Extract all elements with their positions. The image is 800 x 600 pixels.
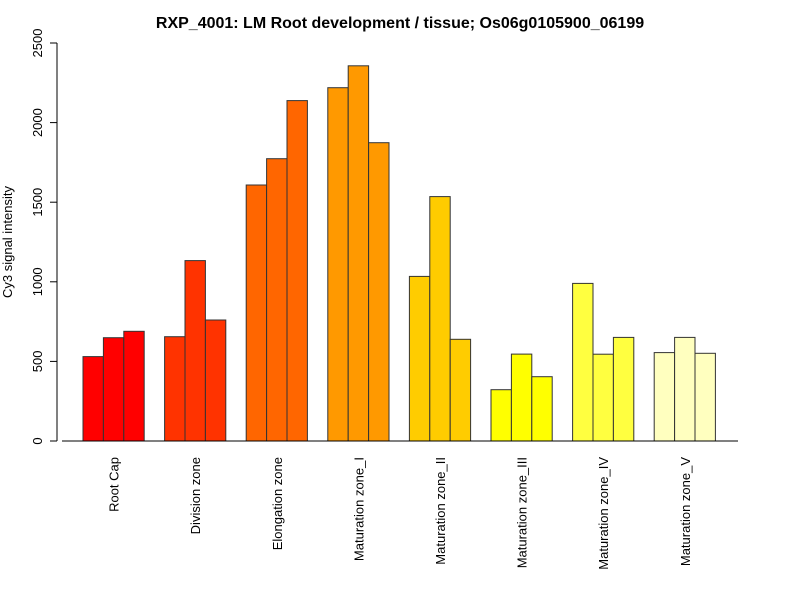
bar [266,158,288,442]
y-tick-label: 0 [30,437,45,444]
bar [674,336,696,442]
y-tick-label: 2000 [30,108,45,137]
y-tick-label: 500 [30,351,45,373]
x-tick-label: Maturation zone_V [678,457,693,566]
bar [490,389,512,442]
bar [612,336,635,442]
y-tick-label: 1000 [30,267,45,296]
bars [82,65,716,442]
x-tick-label: Maturation zone_II [433,457,448,565]
bar [327,87,349,442]
bar [286,100,308,442]
bar [102,337,125,442]
x-tick-label: Maturation zone_I [351,457,366,561]
bar [694,352,716,442]
x-axis-labels: Root Cap Division zone Elongation zone Matu… [107,457,693,570]
bar [531,376,553,442]
bar [82,356,104,442]
y-axis: 0 500 1000 1500 2000 2500 [30,29,58,445]
x-tick-label: Maturation zone_III [515,457,530,568]
bar [653,352,676,442]
bar [123,330,145,442]
x-tick-label: Elongation zone [270,457,285,550]
chart-title: RXP_4001: LM Root development / tissue; … [156,15,644,32]
bar [408,275,431,442]
x-tick-label: Root Cap [107,457,122,512]
bar [204,319,227,442]
bar [368,142,390,442]
bar [572,282,594,442]
bar [164,336,186,442]
x-tick-label: Maturation zone_IV [596,457,611,570]
bar [347,65,370,442]
bar [184,260,206,442]
bar [510,353,533,442]
y-axis-label: Cy3 signal intensity [0,186,15,298]
x-tick-label: Division zone [188,457,203,534]
bar [429,196,451,442]
bar [449,338,472,442]
y-tick-label: 1500 [30,188,45,217]
y-tick-label: 2500 [30,29,45,58]
bar [245,184,268,442]
bar [592,353,614,442]
